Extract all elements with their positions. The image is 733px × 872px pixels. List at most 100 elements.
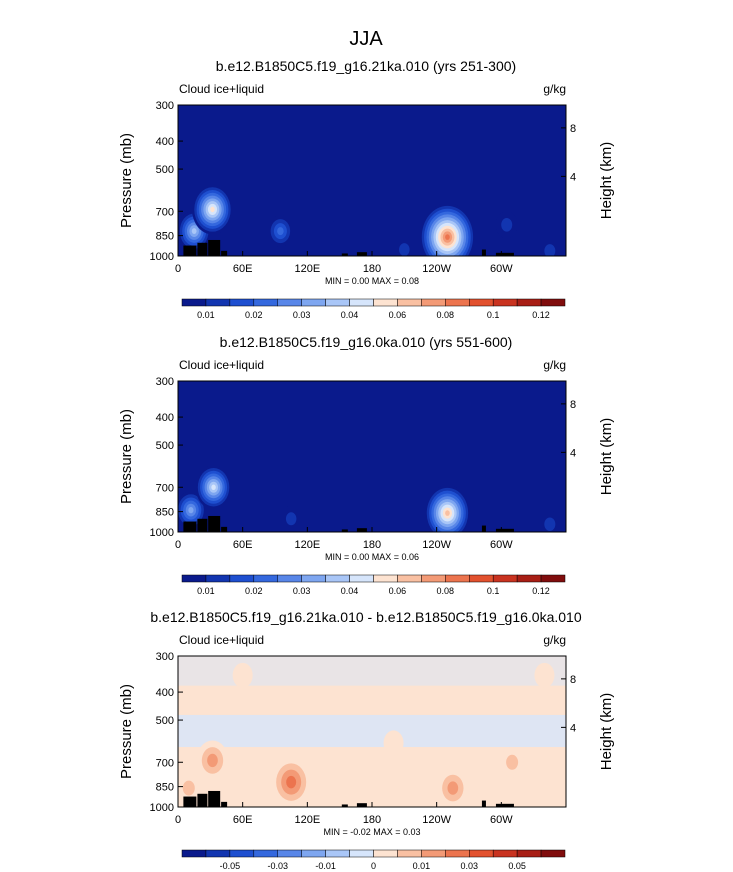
panel-title: b.e12.B1850C5.f19_g16.0ka.010 (yrs 551-6…: [220, 334, 513, 350]
y-tick-label: 1000: [150, 251, 174, 263]
colorbar-swatch: [253, 574, 278, 583]
topography-block: [183, 245, 197, 256]
contour-feature: [210, 206, 215, 213]
topography-block: [495, 252, 514, 256]
colorbar-swatch: [277, 574, 302, 583]
colorbar-swatch: [253, 298, 278, 307]
min-max-label: MIN = 0.00 MAX = 0.06: [325, 552, 419, 562]
contour-feature: [506, 754, 519, 770]
colorbar-label: 0.02: [245, 310, 263, 320]
colorbar-swatch: [492, 849, 518, 858]
contour-feature: [318, 220, 339, 246]
colorbar-swatch: [181, 574, 207, 583]
contour-feature: [501, 218, 513, 232]
topography-block: [341, 529, 348, 532]
contour-feature: [383, 730, 404, 756]
colorbar-swatch: [349, 849, 374, 858]
topography-block: [183, 521, 197, 532]
right-axis-label: Height (km): [598, 418, 615, 496]
x-tick-label: 120W: [422, 263, 451, 275]
y-tick-label: 850: [156, 507, 174, 519]
units-label: g/kg: [543, 358, 566, 372]
contour-field: [178, 381, 566, 532]
colorbar-swatch: [205, 849, 231, 858]
contour-feature: [285, 512, 297, 526]
colorbar-label: 0: [371, 861, 376, 871]
colorbar-label: 0.1: [487, 310, 500, 320]
variable-label: Cloud ice+liquid: [179, 633, 264, 647]
colorbar-label: -0.05: [220, 861, 241, 871]
topography-block: [208, 239, 221, 256]
colorbar-swatch: [492, 574, 518, 583]
field-background: [178, 381, 566, 532]
contour-feature: [207, 753, 218, 768]
y-tick-label: 500: [156, 440, 174, 452]
panel-1: b.e12.B1850C5.f19_g16.21ka.010 (yrs 251-…: [118, 58, 615, 320]
colorbar: 0.01 0.02 0.03 0.04 0.06 0.08 0.1 0.12: [181, 298, 566, 320]
colorbar-swatch: [325, 574, 350, 583]
colorbar-label: -0.03: [267, 861, 288, 871]
topography-block: [356, 528, 367, 532]
colorbar-swatch: [277, 849, 302, 858]
colorbar-label: 0.12: [532, 586, 550, 596]
min-max-label: MIN = -0.02 MAX = 0.03: [323, 827, 420, 837]
panel-2: b.e12.B1850C5.f19_g16.0ka.010 (yrs 551-6…: [118, 334, 615, 596]
units-label: g/kg: [543, 82, 566, 96]
x-tick-label: 60E: [233, 539, 253, 551]
colorbar: 0.01 0.02 0.03 0.04 0.06 0.08 0.1 0.12: [181, 574, 566, 596]
contour-field: [178, 656, 566, 807]
colorbar-label: 0.01: [197, 310, 215, 320]
y-axis-label: Pressure (mb): [118, 409, 135, 504]
colorbar-swatch: [349, 298, 374, 307]
colorbar-swatch: [516, 574, 542, 583]
colorbar-label: 0.08: [437, 310, 455, 320]
colorbar-swatch: [229, 298, 255, 307]
colorbar-label: 0.04: [341, 310, 359, 320]
y-tick-label: 850: [156, 782, 174, 794]
right-tick-label: 8: [570, 123, 576, 135]
y-tick-label: 500: [156, 715, 174, 727]
x-tick-label: 120E: [294, 263, 320, 275]
x-tick-label: 60E: [233, 263, 253, 275]
colorbar-swatch: [301, 298, 326, 307]
colorbar: -0.05 -0.03 -0.01 0 0.01 0.03 0.05: [181, 849, 566, 871]
colorbar-swatch: [516, 298, 542, 307]
colorbar-swatch: [325, 849, 350, 858]
colorbar-label: 0.12: [532, 310, 550, 320]
colorbar-label: -0.01: [315, 861, 336, 871]
right-axis-label: Height (km): [598, 693, 615, 771]
colorbar-swatch: [397, 298, 422, 307]
panels: b.e12.B1850C5.f19_g16.21ka.010 (yrs 251-…: [118, 58, 615, 871]
colorbar-swatch: [349, 574, 374, 583]
topography-block: [481, 249, 486, 256]
colorbar-swatch: [469, 574, 494, 583]
topography-block: [197, 242, 208, 256]
topography-block: [208, 790, 221, 807]
topography-block: [495, 528, 514, 532]
colorbar-swatch: [373, 574, 398, 583]
y-axis-label: Pressure (mb): [118, 133, 135, 228]
colorbar-swatch: [253, 849, 278, 858]
right-tick-label: 4: [570, 447, 576, 459]
contour-feature: [544, 517, 556, 532]
colorbar-swatch: [469, 298, 494, 307]
topography-block: [356, 803, 367, 807]
x-tick-label: 60E: [233, 814, 253, 826]
figure-title: JJA: [349, 28, 383, 50]
colorbar-label: 0.03: [293, 310, 311, 320]
x-tick-label: 180: [363, 539, 381, 551]
y-axis-label: Pressure (mb): [118, 684, 135, 779]
x-tick-label: 120W: [422, 814, 451, 826]
y-tick-label: 700: [156, 206, 174, 218]
colorbar-swatch: [205, 574, 231, 583]
y-tick-label: 400: [156, 687, 174, 699]
colorbar-label: 0.04: [341, 586, 359, 596]
colorbar-label: 0.06: [389, 310, 407, 320]
topography-block: [197, 518, 208, 532]
colorbar-label: 0.08: [437, 586, 455, 596]
colorbar-label: 0.1: [487, 586, 500, 596]
colorbar-swatch: [516, 849, 542, 858]
right-axis-label: Height (km): [598, 142, 615, 220]
topography-block: [341, 253, 348, 256]
